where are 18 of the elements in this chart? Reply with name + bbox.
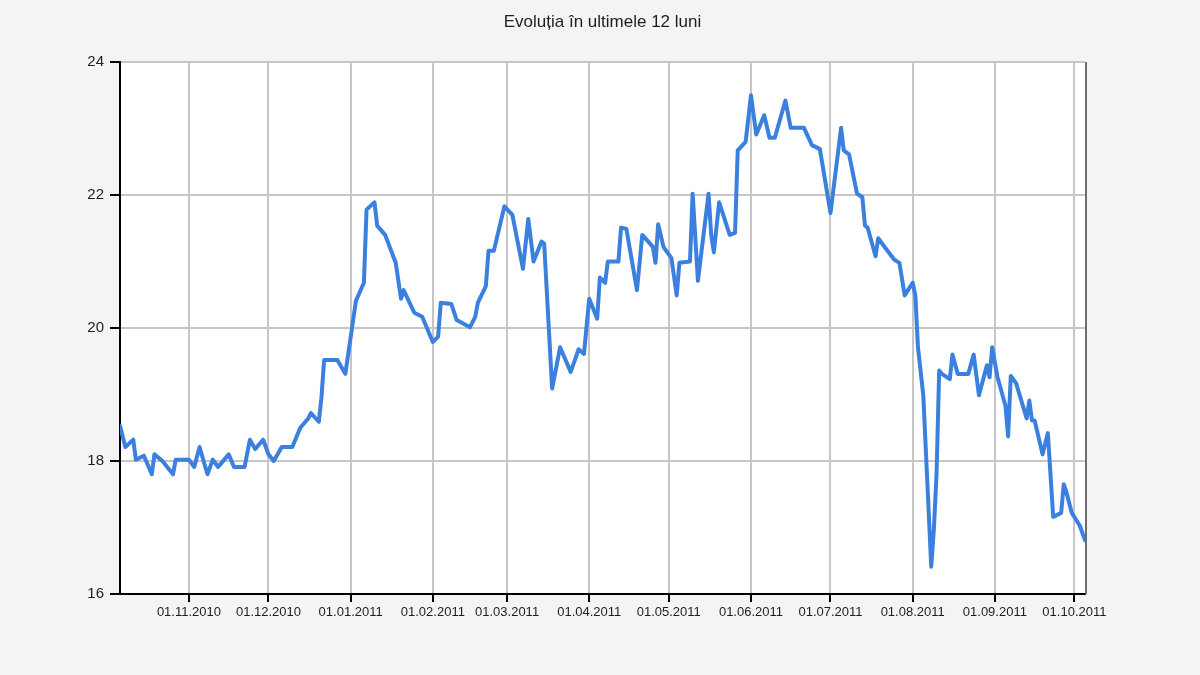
y-tick-label: 24 — [87, 52, 104, 70]
x-tick-label: 01.08.2011 — [880, 604, 945, 620]
y-tick-label: 20 — [87, 318, 104, 336]
x-tick-label: 01.07.2011 — [798, 604, 863, 620]
y-tick-label: 16 — [87, 584, 104, 602]
x-tick-label: 01.09.2011 — [962, 604, 1027, 620]
y-tick-label: 18 — [87, 451, 104, 469]
chart-title: Evoluția în ultimele 12 luni — [503, 11, 702, 31]
x-tick-label: 01.02.2011 — [400, 604, 465, 620]
x-tick-label: 01.11.2010 — [156, 604, 221, 620]
y-tick-label: 22 — [87, 185, 104, 203]
x-tick-label: 01.04.2011 — [557, 604, 622, 620]
x-tick-label: 01.05.2011 — [636, 604, 701, 620]
x-tick-label: 01.12.2010 — [235, 604, 301, 620]
x-tick-label: 01.03.2011 — [475, 604, 540, 620]
x-tick-label: 01.01.2011 — [318, 604, 383, 620]
x-tick-label: 01.06.2011 — [718, 604, 784, 620]
x-tick-label: 01.10.2011 — [1042, 604, 1107, 620]
